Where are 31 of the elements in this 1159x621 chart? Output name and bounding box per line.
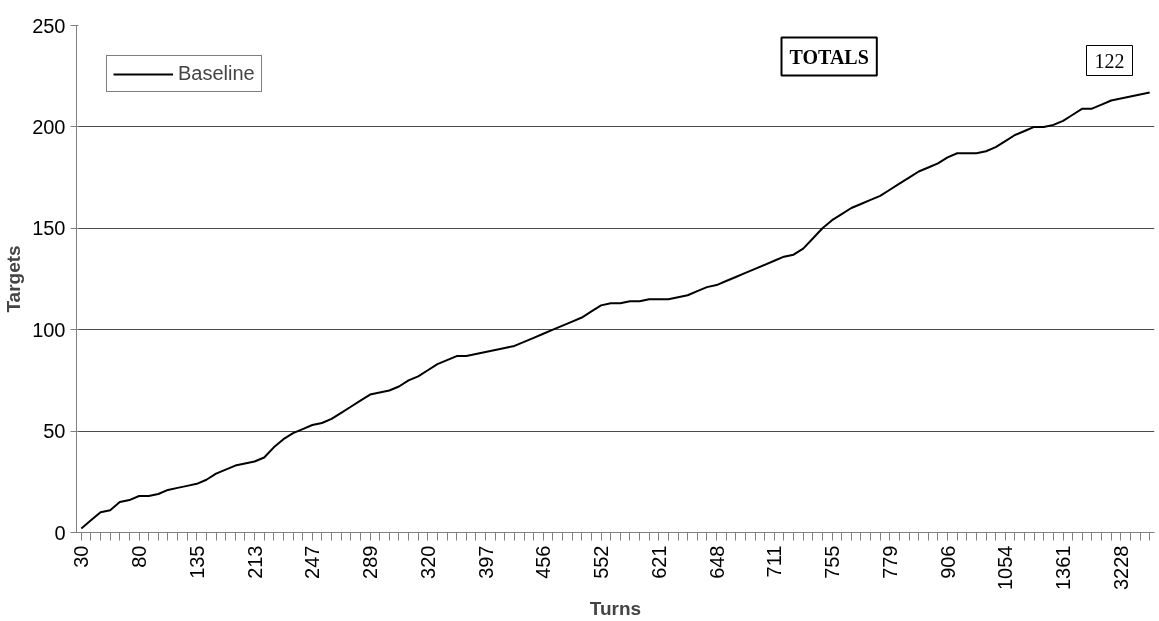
- y-tick-label: 150: [32, 217, 66, 240]
- x-tick-label: 135: [185, 545, 208, 579]
- x-tick-label: 320: [416, 545, 439, 579]
- legend-label: Baseline: [178, 62, 255, 85]
- y-tick-label: 250: [32, 14, 66, 37]
- x-tick-label: 3228: [1109, 545, 1132, 590]
- x-tick-label: 779: [878, 545, 901, 579]
- x-tick-label: 289: [359, 545, 382, 579]
- y-tick-label: 100: [32, 318, 66, 341]
- y-tick-label: 50: [43, 420, 66, 443]
- x-tick-label: 213: [243, 545, 266, 579]
- x-tick-label: 397: [474, 545, 497, 579]
- x-tick-label: 648: [705, 545, 728, 579]
- y-tick-label: 0: [54, 521, 66, 544]
- x-tick-label: 80: [128, 545, 151, 568]
- x-tick-label: 711: [763, 545, 786, 578]
- x-tick-label: 1361: [1052, 545, 1075, 590]
- y-tick-label: 200: [32, 115, 66, 138]
- line-series: [80, 91, 1151, 530]
- x-tick-label: 456: [532, 545, 555, 579]
- annotation: 122: [1094, 49, 1125, 72]
- x-tick-label: 906: [936, 545, 959, 579]
- y-axis-title: Targets: [3, 245, 25, 313]
- annotation: TOTALS: [789, 45, 869, 68]
- x-tick-label: 1054: [994, 545, 1017, 590]
- x-tick-label: 552: [590, 545, 613, 579]
- x-axis-title: Turns: [589, 597, 642, 619]
- x-tick-label: 755: [821, 545, 844, 579]
- x-tick-label: 247: [301, 545, 324, 579]
- x-tick-label: 621: [647, 545, 670, 579]
- x-tick-label: 30: [70, 545, 93, 568]
